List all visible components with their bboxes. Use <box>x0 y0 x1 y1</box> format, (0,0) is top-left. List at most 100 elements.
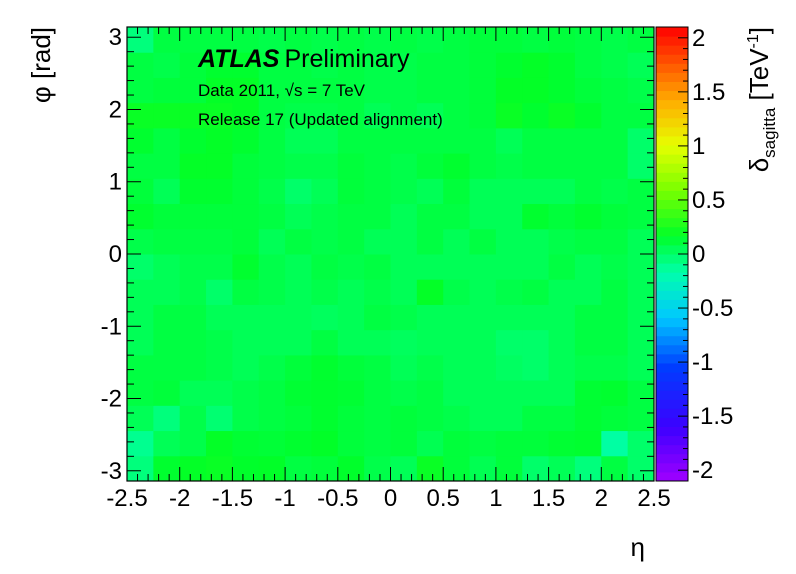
heatmap-cell <box>469 153 497 179</box>
heatmap-cell <box>469 304 497 331</box>
heatmap-cell <box>206 203 233 230</box>
heatmap-cell <box>206 329 233 356</box>
palette-swatch <box>656 135 688 146</box>
heatmap-cell <box>495 279 523 305</box>
palette-swatch <box>656 435 688 446</box>
heatmap-cell <box>232 380 260 406</box>
palette-swatch <box>656 117 688 128</box>
palette-swatch <box>656 190 688 201</box>
palette-swatch <box>656 399 688 409</box>
heatmap-cell <box>548 304 576 331</box>
heatmap-cell <box>337 228 365 255</box>
z-tick-label: 0.5 <box>692 187 725 214</box>
heatmap-cell <box>127 329 154 356</box>
palette-swatch <box>656 335 688 346</box>
heatmap-cell <box>390 102 418 129</box>
heatmap-cell <box>285 178 312 205</box>
heatmap-cell <box>179 102 207 129</box>
heatmap-cell <box>285 127 312 154</box>
z-tick-label: 1 <box>692 133 705 160</box>
heatmap-cell <box>258 27 286 53</box>
palette-swatch <box>656 81 688 92</box>
heatmap-cell <box>443 77 471 104</box>
heatmap-cell <box>337 203 365 230</box>
heatmap-cell <box>285 354 312 381</box>
heatmap-cell <box>364 279 391 305</box>
heatmap-cell <box>574 329 602 356</box>
y-tick-label: -3 <box>101 458 122 485</box>
heatmap-cell <box>258 380 286 406</box>
heatmap-cell <box>232 455 260 482</box>
heatmap-cell <box>495 178 523 205</box>
heatmap-cell <box>522 203 550 230</box>
data-energy-suffix: s = 7 TeV <box>294 81 366 100</box>
z-tick-label: 0 <box>692 241 705 268</box>
heatmap-cell <box>127 228 154 255</box>
heatmap-cell <box>206 77 233 104</box>
heatmap-cell <box>574 153 602 179</box>
heatmap-cell <box>548 102 576 129</box>
heatmap-cell <box>364 178 391 205</box>
heatmap-cell <box>153 77 181 104</box>
heatmap-cell <box>285 304 312 331</box>
palette-swatch <box>656 235 688 246</box>
x-tick-label: 2.5 <box>637 485 670 512</box>
heatmap-cell <box>179 354 207 381</box>
heatmap-cell <box>127 354 154 381</box>
heatmap-cell <box>416 52 444 78</box>
heatmap-cell <box>311 455 339 482</box>
palette-swatch <box>656 290 688 300</box>
heatmap-cell <box>469 178 497 205</box>
heatmap-cell <box>416 405 444 432</box>
heatmap-cell <box>153 405 181 432</box>
x-tick-label: 1 <box>489 485 502 512</box>
heatmap-cell <box>495 52 523 78</box>
heatmap-cell <box>232 102 260 129</box>
heatmap-cell <box>416 27 444 53</box>
heatmap-cell <box>469 77 497 104</box>
heatmap-cell <box>153 304 181 331</box>
heatmap-cell <box>574 380 602 406</box>
heatmap-cell <box>337 455 365 482</box>
heatmap-cell <box>495 228 523 255</box>
heatmap-cell <box>574 405 602 432</box>
data-energy-label: Data 2011, √s = 7 TeV <box>198 81 366 100</box>
heatmap-cell <box>443 455 471 482</box>
heatmap-cell <box>601 52 629 78</box>
heatmap-cell <box>548 380 576 406</box>
data-energy-prefix: Data 2011, <box>198 81 285 100</box>
heatmap-cell <box>574 203 602 230</box>
heatmap-cell <box>469 430 497 457</box>
heatmap-cell <box>311 228 339 255</box>
heatmap-cell <box>311 279 339 305</box>
heatmap-cell <box>416 279 444 305</box>
heatmap-cell <box>153 153 181 179</box>
z-tick-label: -1.5 <box>692 403 733 430</box>
z-tick-label: -2 <box>692 457 713 484</box>
x-tick-label: -2 <box>169 485 190 512</box>
heatmap-cell <box>232 77 260 104</box>
heatmap-cell <box>179 153 207 179</box>
heatmap-cell <box>416 304 444 331</box>
heatmap-cell <box>522 77 550 104</box>
heatmap-cell <box>179 279 207 305</box>
heatmap-cell <box>285 430 312 457</box>
heatmap-cell <box>364 455 391 482</box>
heatmap-cell <box>495 127 523 154</box>
heatmap-cell <box>627 329 655 356</box>
heatmap-cell <box>548 153 576 179</box>
heatmap-cell <box>337 102 365 129</box>
heatmap-cell <box>495 380 523 406</box>
heatmap-cell <box>179 228 207 255</box>
palette-swatch <box>656 362 688 373</box>
heatmap-cell <box>443 228 471 255</box>
heatmap-cell <box>443 304 471 331</box>
heatmap-cell <box>258 354 286 381</box>
heatmap-cell <box>390 279 418 305</box>
palette-swatch <box>656 72 688 82</box>
heatmap-cell <box>495 430 523 457</box>
heatmap-cell <box>469 254 497 280</box>
heatmap-cell <box>548 228 576 255</box>
heatmap-cell <box>416 354 444 381</box>
